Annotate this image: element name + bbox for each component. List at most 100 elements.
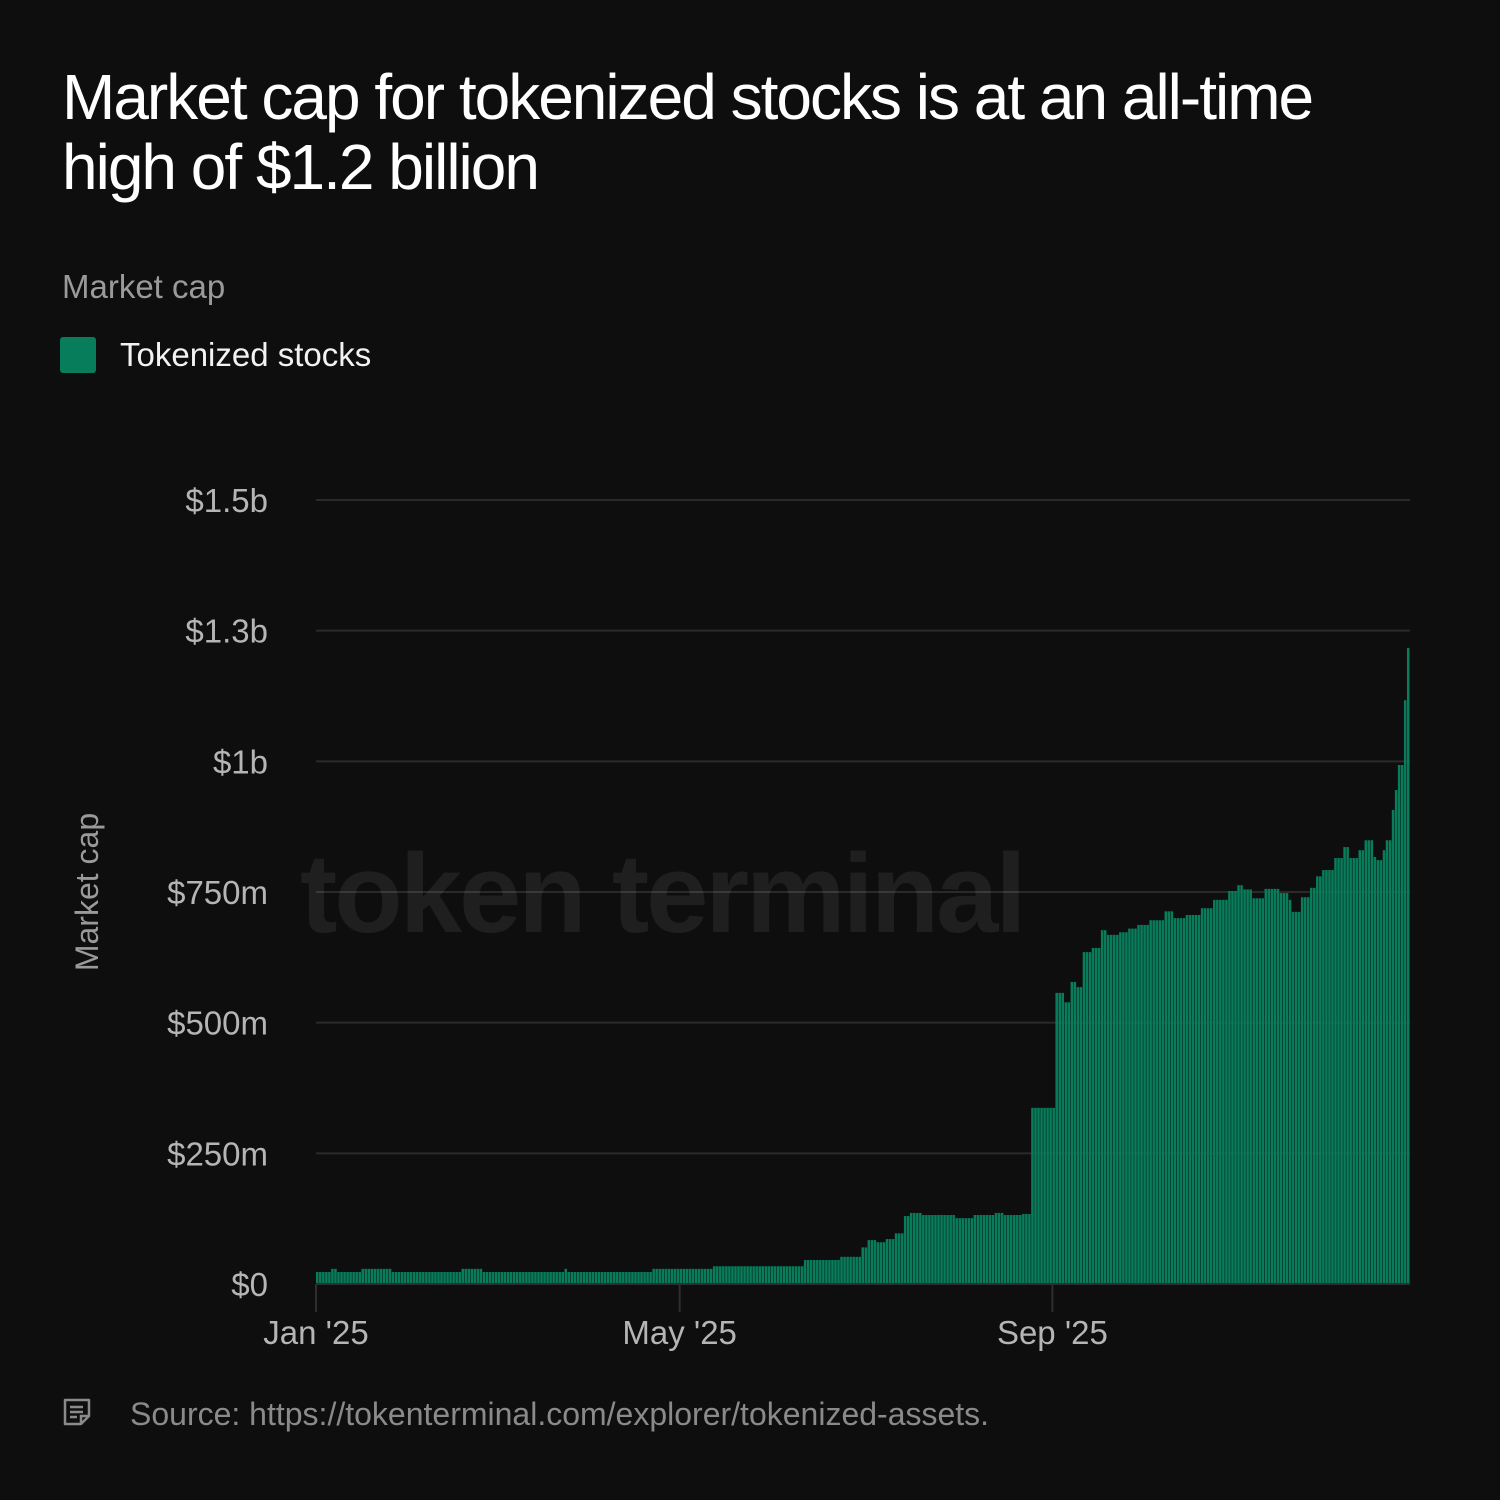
bar	[1170, 911, 1174, 1284]
bar	[416, 1271, 419, 1284]
bar	[982, 1215, 986, 1284]
bar	[1367, 840, 1371, 1284]
bar	[1034, 1107, 1037, 1284]
bar	[622, 1271, 625, 1284]
bar	[822, 1259, 825, 1284]
bar	[991, 1215, 995, 1284]
bar	[1288, 899, 1292, 1284]
bar	[1285, 893, 1289, 1284]
bar	[619, 1271, 622, 1284]
bar	[800, 1266, 804, 1284]
bar	[367, 1268, 371, 1284]
bar	[1019, 1215, 1022, 1284]
bar	[1391, 809, 1395, 1284]
bar	[734, 1266, 737, 1284]
bar	[740, 1266, 743, 1284]
bar	[1073, 981, 1077, 1284]
bar	[919, 1212, 922, 1284]
bar	[1349, 858, 1352, 1284]
bar	[494, 1271, 498, 1284]
bar	[925, 1215, 928, 1284]
bar	[973, 1215, 977, 1284]
bar	[458, 1271, 461, 1284]
bar	[516, 1271, 519, 1284]
bar	[709, 1268, 713, 1284]
bar	[897, 1233, 901, 1284]
bar	[943, 1215, 946, 1284]
bar	[346, 1271, 349, 1284]
bar	[1213, 899, 1216, 1284]
bar	[958, 1218, 961, 1284]
bar	[676, 1268, 680, 1284]
bar	[361, 1268, 364, 1284]
bar	[964, 1218, 968, 1284]
bar	[691, 1268, 695, 1284]
bar	[1179, 918, 1183, 1284]
bar	[997, 1212, 1001, 1284]
watermark-logo: token terminal	[300, 831, 1024, 956]
bar	[1346, 847, 1349, 1284]
bar	[931, 1215, 934, 1284]
bar	[570, 1271, 574, 1284]
bar	[1064, 1002, 1068, 1284]
bar	[1352, 858, 1355, 1284]
y-tick-label: $1.5b	[185, 482, 268, 519]
bar	[758, 1266, 761, 1284]
bar	[1355, 858, 1358, 1284]
bar	[649, 1271, 652, 1284]
bar	[1216, 899, 1219, 1284]
bar	[994, 1212, 998, 1284]
bar	[1140, 924, 1143, 1284]
bar	[1009, 1215, 1013, 1284]
bar	[1079, 987, 1083, 1284]
bar	[1364, 840, 1368, 1284]
bar	[600, 1271, 604, 1284]
bar	[946, 1215, 949, 1284]
bar	[1231, 890, 1234, 1284]
legend-swatch	[60, 337, 96, 373]
bar	[1106, 934, 1110, 1284]
bar	[1006, 1215, 1010, 1284]
bar	[949, 1215, 952, 1284]
bar	[591, 1271, 595, 1284]
bar	[597, 1271, 601, 1284]
bar	[322, 1271, 325, 1284]
bar	[576, 1271, 580, 1284]
bar	[1176, 918, 1180, 1284]
bar	[658, 1268, 661, 1284]
bar	[1282, 893, 1286, 1284]
bar	[861, 1247, 865, 1284]
bar	[1400, 764, 1404, 1284]
bar	[1403, 700, 1407, 1284]
chart-title: Market cap for tokenized stocks is at an…	[62, 61, 1314, 203]
bar	[961, 1218, 965, 1284]
bar	[1358, 850, 1362, 1284]
bar	[473, 1268, 477, 1284]
bar	[670, 1268, 674, 1284]
bar	[625, 1271, 628, 1284]
bar	[343, 1271, 346, 1284]
bar	[1334, 858, 1337, 1284]
bar	[794, 1266, 798, 1284]
bar	[1149, 920, 1152, 1284]
bar	[909, 1212, 913, 1284]
bar	[1385, 840, 1389, 1284]
bar	[537, 1271, 540, 1284]
bar	[419, 1271, 422, 1284]
bar	[764, 1266, 768, 1284]
bar	[873, 1240, 877, 1284]
bar	[443, 1271, 446, 1284]
bar	[679, 1268, 683, 1284]
bar	[1264, 888, 1268, 1284]
bar	[837, 1259, 840, 1284]
bar	[667, 1268, 671, 1284]
bar	[331, 1268, 334, 1284]
bar	[970, 1218, 974, 1284]
bar	[479, 1268, 483, 1284]
bar	[1152, 920, 1155, 1284]
bar	[849, 1256, 852, 1284]
bar	[809, 1259, 813, 1284]
bar	[703, 1268, 707, 1284]
bar	[640, 1271, 643, 1284]
